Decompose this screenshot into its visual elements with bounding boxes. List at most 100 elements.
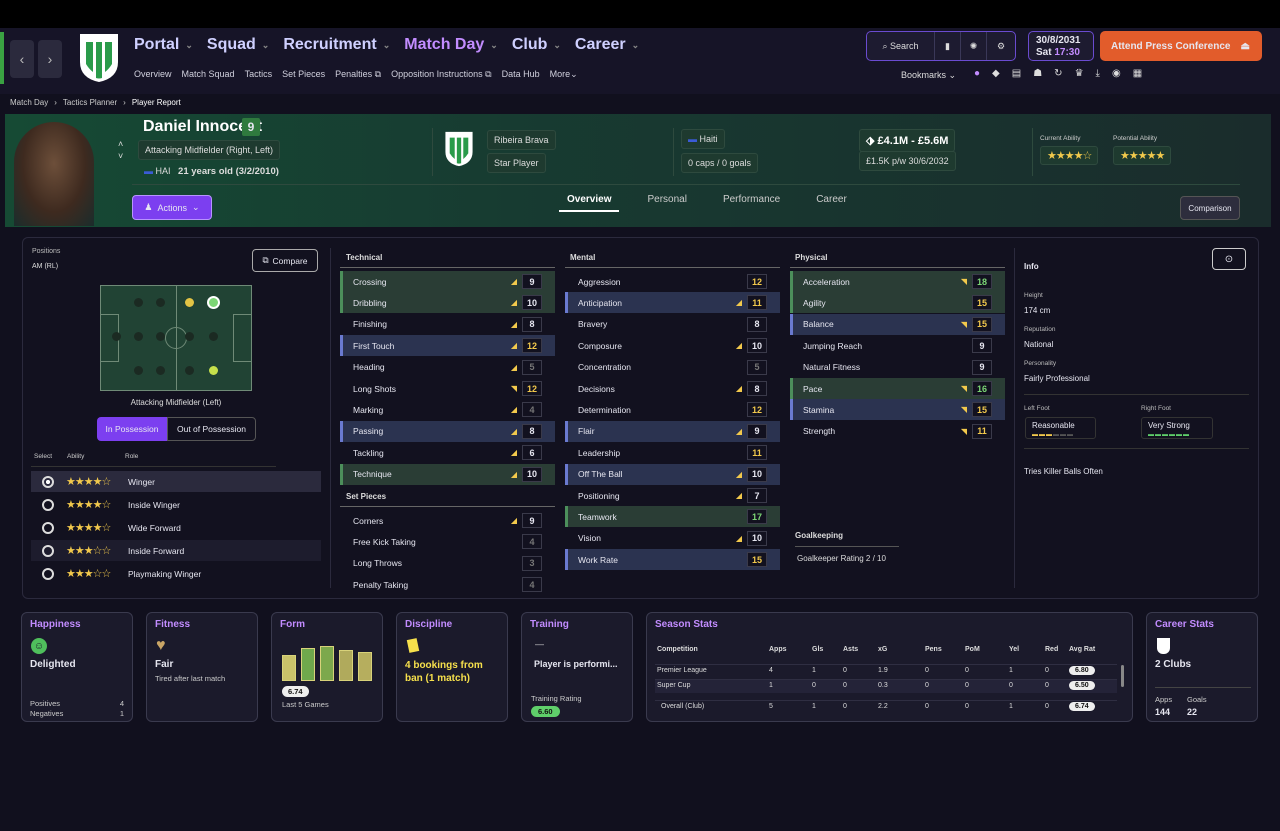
subnav-tactics[interactable]: Tactics — [245, 69, 273, 80]
attribute-row[interactable]: Dribbling ◢ 10 — [340, 292, 555, 313]
radio[interactable] — [42, 499, 54, 511]
crumb-match-day[interactable]: Match Day — [10, 98, 48, 107]
attribute-row[interactable]: Balance ◥ 15 — [790, 314, 1005, 335]
ball-icon[interactable]: ◉ — [1112, 68, 1121, 79]
settings-button[interactable]: ⚙ — [987, 32, 1015, 60]
subnav-overview[interactable]: Overview — [134, 69, 172, 80]
attribute-row[interactable]: Technique ◢ 10 — [340, 464, 555, 485]
attribute-row[interactable]: Long Throws 3 — [340, 553, 555, 574]
role-row[interactable]: ★★★☆☆ Playmaking Winger — [31, 563, 321, 584]
attribute-row[interactable]: Work Rate 15 — [565, 549, 780, 570]
scrollbar[interactable] — [1121, 665, 1124, 687]
download-icon[interactable]: ⤓ — [1096, 68, 1100, 79]
radio[interactable] — [42, 522, 54, 534]
search-button[interactable]: ⌕ Search — [867, 32, 935, 60]
attribute-row[interactable]: Penalty Taking 4 — [340, 574, 555, 595]
radio[interactable] — [42, 568, 54, 580]
crumb-tactics-planner[interactable]: Tactics Planner — [63, 98, 117, 107]
attribute-row[interactable]: Teamwork 17 — [565, 506, 780, 527]
chevron-up-icon[interactable]: ˄ — [118, 138, 123, 150]
actions-button[interactable]: ♟ Actions ⌄ — [132, 195, 212, 220]
attribute-row[interactable]: Free Kick Taking 4 — [340, 531, 555, 552]
tab-personal[interactable]: Personal — [639, 186, 694, 212]
training-card[interactable]: Training — Player is performi... Trainin… — [521, 612, 633, 722]
compare-button[interactable]: ⧉ Compare — [252, 249, 318, 272]
attribute-row[interactable]: Crossing ◢ 9 — [340, 271, 555, 292]
player-nation[interactable]: ▬ Haiti — [681, 129, 725, 149]
shirt-icon[interactable]: ◆ — [992, 68, 1000, 79]
attribute-row[interactable]: Natural Fitness 9 — [790, 357, 1005, 378]
attribute-row[interactable]: Stamina ◥ 15 — [790, 399, 1005, 420]
tab-performance[interactable]: Performance — [715, 186, 788, 212]
nav-club[interactable]: Club ⌄ — [512, 36, 561, 54]
discipline-card[interactable]: Discipline 4 bookings from ban (1 match) — [396, 612, 508, 722]
attribute-row[interactable]: Off The Ball ◢ 10 — [565, 464, 780, 485]
player-club[interactable]: Ribeira Brava — [487, 130, 556, 150]
calendar-icon[interactable]: ▦ — [1133, 68, 1142, 79]
career-stats-card[interactable]: Career Stats 2 Clubs Apps 144 Goals 22 — [1146, 612, 1258, 722]
back-button[interactable]: ‹ — [10, 40, 34, 78]
attribute-row[interactable]: First Touch ◢ 12 — [340, 335, 555, 356]
role-row[interactable]: ★★★★☆ Inside Winger — [31, 494, 321, 515]
bookmark-button[interactable]: ▮ — [935, 32, 961, 60]
attribute-row[interactable]: Marking ◢ 4 — [340, 399, 555, 420]
info-settings-button[interactable]: ⊙ — [1212, 248, 1246, 270]
nav-career[interactable]: Career ⌄ — [575, 36, 639, 54]
attribute-row[interactable]: Positioning ◢ 7 — [565, 485, 780, 506]
attribute-row[interactable]: Passing ◢ 8 — [340, 421, 555, 442]
club-crest-icon[interactable] — [78, 32, 120, 84]
attribute-row[interactable]: Acceleration ◥ 18 — [790, 271, 1005, 292]
attribute-row[interactable]: Composure ◢ 10 — [565, 335, 780, 356]
inbox-icon[interactable]: ● — [974, 68, 980, 79]
attribute-row[interactable]: Agility 15 — [790, 292, 1005, 313]
attribute-row[interactable]: Finishing ◢ 8 — [340, 314, 555, 335]
radio-selected[interactable] — [42, 476, 54, 488]
forward-button[interactable]: › — [38, 40, 62, 78]
attribute-row[interactable]: Long Shots ◥ 12 — [340, 378, 555, 399]
nav-portal[interactable]: Portal ⌄ — [134, 36, 193, 54]
nav-squad[interactable]: Squad ⌄ — [207, 36, 269, 54]
attribute-row[interactable]: Jumping Reach 9 — [790, 335, 1005, 356]
attribute-row[interactable]: Leadership 11 — [565, 442, 780, 463]
out-of-possession-toggle[interactable]: Out of Possession — [167, 417, 256, 441]
in-possession-toggle[interactable]: In Possession — [97, 417, 167, 441]
attribute-row[interactable]: Anticipation ◢ 11 — [565, 292, 780, 313]
comparison-button[interactable]: Comparison — [1180, 196, 1240, 220]
notes-icon[interactable]: ▤ — [1012, 68, 1021, 79]
nav-recruitment[interactable]: Recruitment ⌄ — [283, 36, 390, 54]
subnav-set-pieces[interactable]: Set Pieces — [282, 69, 325, 80]
role-row[interactable]: ★★★★☆ Winger — [31, 471, 321, 492]
player-switch-arrows[interactable]: ˄ ˅ — [118, 138, 123, 162]
attribute-row[interactable]: Heading ◢ 5 — [340, 357, 555, 378]
attribute-row[interactable]: Concentration 5 — [565, 357, 780, 378]
attribute-row[interactable]: Flair ◢ 9 — [565, 421, 780, 442]
people-icon[interactable]: ☗ — [1033, 68, 1042, 79]
attribute-row[interactable]: Corners ◢ 9 — [340, 510, 555, 531]
attribute-row[interactable]: Pace ◥ 16 — [790, 378, 1005, 399]
attribute-row[interactable]: Determination 12 — [565, 399, 780, 420]
attribute-row[interactable]: Aggression 12 — [565, 271, 780, 292]
tab-career[interactable]: Career — [808, 186, 855, 212]
radio[interactable] — [42, 545, 54, 557]
refresh-icon[interactable]: ↻ — [1054, 68, 1062, 79]
season-stats-card[interactable]: Season Stats Competition Apps Gls Asts xG Pen… — [646, 612, 1133, 722]
role-row[interactable]: ★★★☆☆ Inside Forward — [31, 540, 321, 561]
attribute-row[interactable]: Bravery 8 — [565, 314, 780, 335]
subnav-penalties[interactable]: Penalties ⧉ — [335, 69, 381, 80]
bookmarks-menu[interactable]: Bookmarks ⌄ — [901, 70, 956, 81]
role-row[interactable]: ★★★★☆ Wide Forward — [31, 517, 321, 538]
chevron-down-icon[interactable]: ˅ — [118, 150, 123, 162]
happiness-card[interactable]: Happiness ☺ Delighted Positives 4 Negati… — [21, 612, 133, 722]
nav-match-day[interactable]: Match Day ⌄ — [404, 36, 498, 54]
tab-overview[interactable]: Overview — [559, 186, 619, 212]
subnav-match-squad[interactable]: Match Squad — [182, 69, 235, 80]
press-conference-button[interactable]: Attend Press Conference ⏏ — [1100, 31, 1262, 61]
trophy-icon[interactable]: ♛ — [1075, 68, 1084, 79]
brain-button[interactable]: ✺ — [961, 32, 987, 60]
attribute-row[interactable]: Vision ◢ 10 — [565, 528, 780, 549]
attribute-row[interactable]: Strength ◥ 11 — [790, 421, 1005, 442]
subnav-more[interactable]: More⌄ — [550, 69, 578, 80]
attribute-row[interactable]: Tackling ◢ 6 — [340, 442, 555, 463]
club-crest-icon[interactable] — [444, 130, 474, 168]
attribute-row[interactable]: Decisions ◢ 8 — [565, 378, 780, 399]
